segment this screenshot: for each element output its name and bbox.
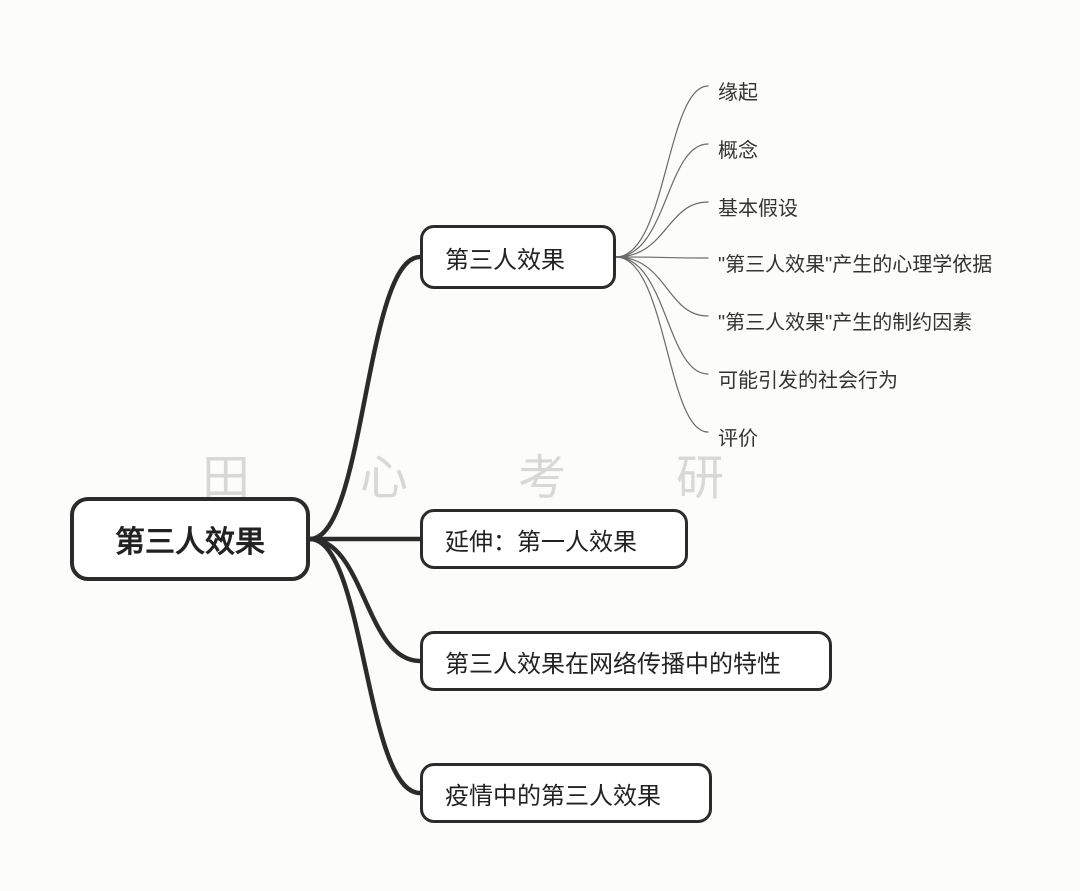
leaf-node: 概念 <box>718 134 758 163</box>
branch-node: 疫情中的第三人效果 <box>420 763 712 823</box>
leaf-node: "第三人效果"产生的制约因素 <box>718 306 972 335</box>
watermark-char: 考 <box>518 438 566 508</box>
leaf-node: 缘起 <box>718 76 758 105</box>
leaf-label: 概念 <box>718 140 758 162</box>
connectors-svg <box>0 0 1080 891</box>
watermark-char: 心 <box>360 438 408 508</box>
branch-label: 疫情中的第三人效果 <box>445 776 661 811</box>
branch-node: 第三人效果 <box>420 225 616 289</box>
leaf-node: "第三人效果"产生的心理学依据 <box>718 248 992 277</box>
mindmap-canvas: { "type": "mindmap", "canvas": { "width"… <box>0 0 1080 891</box>
leaf-node: 基本假设 <box>718 192 798 221</box>
branch-node: 第三人效果在网络传播中的特性 <box>420 631 832 691</box>
leaf-label: "第三人效果"产生的心理学依据 <box>718 254 992 276</box>
root-node: 第三人效果 <box>70 497 310 581</box>
leaf-node: 可能引发的社会行为 <box>718 364 898 393</box>
branch-label: 延伸：第一人效果 <box>445 522 637 557</box>
branch-label: 第三人效果 <box>445 240 565 275</box>
leaf-label: 基本假设 <box>718 198 798 220</box>
leaf-label: 评价 <box>718 428 758 450</box>
leaf-node: 评价 <box>718 422 758 451</box>
root-label: 第三人效果 <box>115 517 265 561</box>
branch-node: 延伸：第一人效果 <box>420 509 688 569</box>
leaf-label: 缘起 <box>718 82 758 104</box>
leaf-label: "第三人效果"产生的制约因素 <box>718 312 972 334</box>
leaf-label: 可能引发的社会行为 <box>718 370 898 392</box>
branch-label: 第三人效果在网络传播中的特性 <box>445 644 781 679</box>
watermark-char: 研 <box>676 438 724 508</box>
